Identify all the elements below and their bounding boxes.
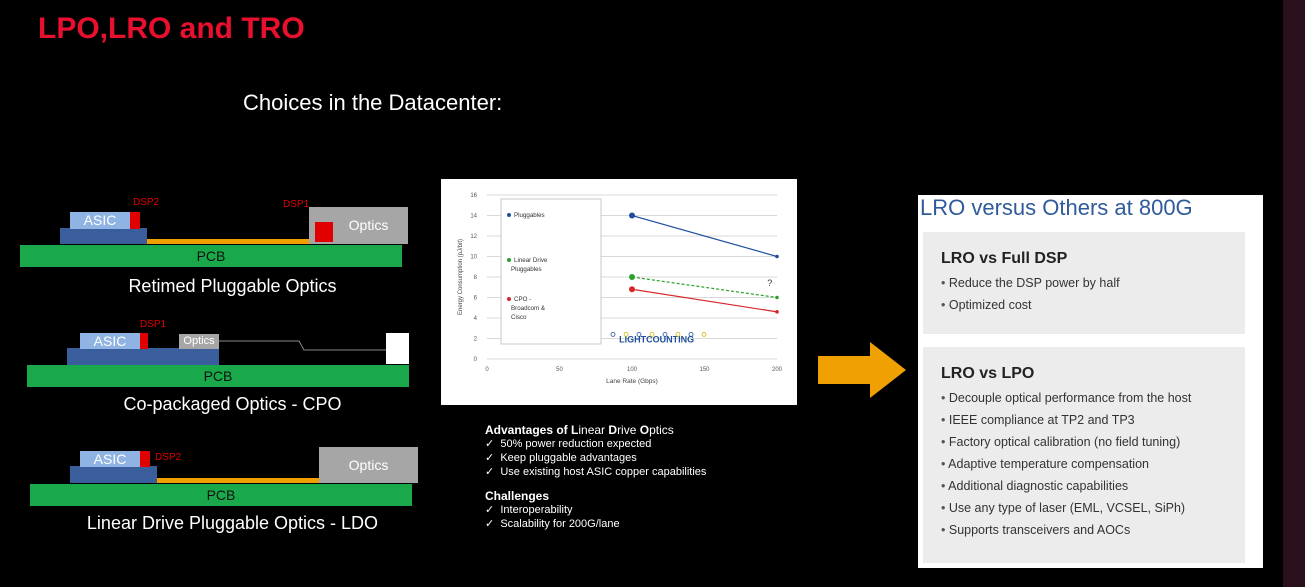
x-tick-label: 100 [627,367,638,373]
box-heading: LRO vs Full DSP [941,250,1068,267]
data-point [775,254,779,259]
list-item: Decouple optical performance from the ho… [941,391,1245,405]
y-tick-label: 6 [474,296,478,302]
asic-block: ASIC [80,333,140,349]
optics-chip: Optics [179,334,219,349]
ldo-caption: Linear Drive Pluggable Optics - LDO [86,513,379,533]
y-tick-label: 14 [470,214,477,220]
list-item: Additional diagnostic capabilities [941,479,1245,493]
asic-block: ASIC [80,451,140,467]
data-point [629,212,635,219]
list-item: Optimized cost [941,298,1245,312]
data-point [775,310,779,314]
y-tick-label: 8 [474,275,478,281]
x-tick-label: 0 [485,367,489,373]
legend-marker [507,258,511,262]
series-line [631,288,778,313]
challenges-heading: Challenges [485,489,550,503]
dsp2-label: DSP2 [133,197,160,208]
electrical-trace [147,239,312,244]
y-tick-label: 16 [470,193,477,199]
series-line [631,276,778,299]
fiber-line [219,340,389,351]
watermark-dot [623,331,629,337]
legend-label: Linear Drive Pluggables [511,257,548,273]
list-item: Factory optical calibration (no field tu… [941,435,1245,449]
list-item: Reduce the DSP power by half [941,276,1245,290]
dsp1-chip [140,333,148,349]
advantages-heading: Advantages of Linear Drive Optics [485,423,674,437]
advantage-item: ✓ Keep pluggable advantages [485,452,637,464]
watermark-dot [701,331,707,337]
challenge-item: ✓ Scalability for 200G/lane [485,518,620,530]
box-heading: LRO vs LPO [941,365,1035,382]
energy-chart: 0 2 4 6 8 10 12 14 16 0 50 100 150 200 Lane Rate (Gbps… [458,193,783,385]
dsp2-chip [130,212,140,229]
slide-title: LPO,LRO and TRO [38,12,305,45]
x-axis-label: Lane Rate (Gbps) [606,378,658,385]
list-item: Supports transceivers and AOCs [941,523,1245,537]
lro-comparison-panel: LRO versus Others at 800G LRO vs Full DS… [918,195,1263,568]
legend-label: CPO -Broadcom & Cisco [511,296,546,321]
list-item: Adaptive temperature compensation [941,457,1245,471]
y-tick-label: 10 [470,255,477,261]
data-point [629,274,635,280]
pcb-board: PCB [27,365,409,387]
retimed-caption: Retimed Pluggable Optics [128,276,337,296]
legend-box [500,198,602,345]
electrical-trace [157,478,319,483]
advantage-item: ✓ Use existing host ASIC copper capabili… [485,466,707,478]
legend-marker [507,297,511,301]
y-tick-label: 12 [470,234,477,240]
right-arrow-icon [818,342,906,398]
x-tick-label: 200 [772,367,783,373]
y-tick-label: 2 [474,337,478,343]
watermark-dot [675,331,681,337]
faceplate-connector [386,333,409,364]
annotation-question: ? [767,278,772,288]
pcb-board: PCB [20,245,402,267]
advantages-section: Advantages of Linear Drive Optics ✓ 50% … [485,423,815,531]
slide-subtitle: Choices in the Datacenter: [243,90,503,115]
cpo-substrate [67,348,219,365]
lro-title: LRO versus Others at 800G [920,195,1193,220]
lro-vs-lpo-box: LRO vs LPO Decouple optical performance … [923,347,1245,563]
list-item: IEEE compliance at TP2 and TP3 [941,413,1245,427]
list-item: Use any type of laser (EML, VCSEL, SiPh) [941,501,1245,515]
y-tick-label: 4 [474,316,478,322]
dsp1-label: DSP1 [140,319,167,330]
dsp2-label: DSP2 [155,452,182,463]
pcb-board: PCB [30,484,412,506]
data-point [775,295,779,300]
lro-vs-full-dsp-box: LRO vs Full DSP Reduce the DSP power by … [923,232,1245,334]
dsp2-chip [140,451,150,467]
dsp1-chip [315,222,333,242]
watermark-dot [688,331,694,337]
dsp1-label: DSP1 [283,199,310,210]
watermark-dot [636,331,642,337]
watermark-dot [610,331,616,337]
asic-substrate [60,228,147,244]
y-tick-label: 0 [474,357,478,363]
right-edge-strip [1283,0,1305,587]
series-line [631,214,778,258]
x-tick-label: 50 [556,367,563,373]
watermark-dot [662,331,668,337]
energy-chart-panel: 0 2 4 6 8 10 12 14 16 0 50 100 150 200 Lane Rate (Gbps… [441,179,797,405]
legend-marker [507,213,511,217]
data-point [629,286,635,293]
lightcounting-watermark: LIGHTCOUNTING [619,335,694,345]
asic-block: ASIC [70,212,130,229]
challenge-item: ✓ Interoperability [485,504,573,516]
cpo-caption: Co-packaged Optics - CPO [123,394,342,414]
legend-label: Pluggables [514,212,545,219]
advantage-item: ✓ 50% power reduction expected [485,438,652,450]
x-tick-label: 150 [699,367,710,373]
optics-module: Optics [319,447,418,483]
watermark-dot [649,331,655,337]
y-axis-label: Energy Consumption (pJ/bit) [458,239,464,315]
asic-substrate [70,466,157,483]
